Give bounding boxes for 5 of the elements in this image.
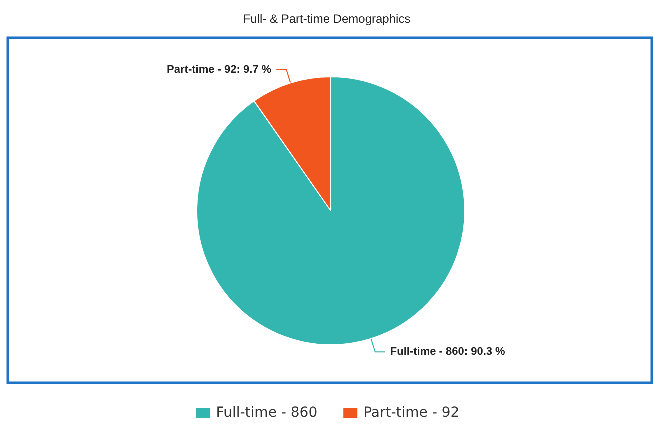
data-label: Part-time - 92: 9.7 % bbox=[167, 64, 272, 76]
chart-title: Full- & Part-time Demographics bbox=[243, 12, 411, 26]
legend-label: Part-time - 92 bbox=[364, 405, 460, 421]
legend-label: Full-time - 860 bbox=[216, 405, 318, 421]
data-label: Full-time - 860: 90.3 % bbox=[390, 346, 506, 358]
